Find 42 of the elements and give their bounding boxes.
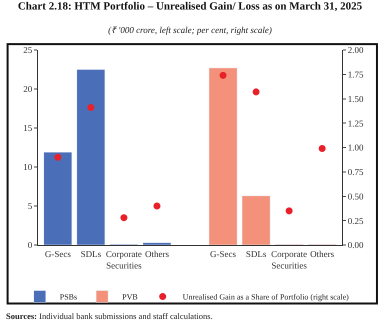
point xyxy=(252,88,260,96)
y-tick-label: 25 xyxy=(23,45,33,56)
y2-tick-label: 1.50 xyxy=(348,94,364,104)
y-tick-label: 15 xyxy=(23,123,33,134)
point xyxy=(87,104,94,112)
bar xyxy=(142,242,172,245)
y-tick-label: 5 xyxy=(28,201,33,212)
x-tick-label: Others xyxy=(144,248,170,259)
x-tick-label: Others xyxy=(310,248,335,259)
y2-tick-label: 0.00 xyxy=(348,240,364,250)
x-tick-label: G-Secs xyxy=(210,248,237,259)
point xyxy=(318,144,326,152)
y-tick-label: 10 xyxy=(23,162,33,172)
legend-label: Unrealised Gain as a Share of Portfolio (right scale) xyxy=(182,292,350,302)
x-tick-label: G-Secs xyxy=(44,248,72,259)
y2-tick-label: 1.00 xyxy=(348,142,364,153)
x-tick-label: SDLs xyxy=(246,248,267,259)
chart-title: Chart 2.18: HTM Portfolio – Unrealised Gain/ Loss as on March 31, 2025 xyxy=(18,0,363,12)
bar xyxy=(76,69,106,245)
point xyxy=(54,154,62,161)
legend-label: PVB xyxy=(122,292,138,302)
y2-tick-label: 0.25 xyxy=(348,216,364,226)
y2-tick-label: 0.75 xyxy=(348,167,364,178)
y2-tick-label: 2.00 xyxy=(348,45,364,56)
point xyxy=(120,214,128,222)
y2-tick-label: 0.50 xyxy=(348,191,364,202)
y-tick-label: 20 xyxy=(23,84,33,94)
y2-tick-label: 1.25 xyxy=(348,118,364,128)
bar xyxy=(208,68,238,245)
point xyxy=(286,207,293,214)
x-tick-label: Corporate Securities xyxy=(271,248,308,270)
source-note: Sources: Individual bank submissions and staff calculations. xyxy=(6,311,213,321)
x-tick-label: Corporate Securities xyxy=(106,248,142,270)
y-tick-label: 0 xyxy=(28,240,33,250)
point xyxy=(220,72,227,79)
bar xyxy=(242,196,270,245)
y2-tick-label: 1.75 xyxy=(348,70,364,80)
point xyxy=(153,202,160,210)
legend-label: PSBs xyxy=(60,292,78,302)
chart-subtitle: (₹ '000 crore, left scale; per cent, right scale) xyxy=(108,25,272,36)
x-tick-label: SDLs xyxy=(80,248,102,259)
bar xyxy=(44,152,72,245)
